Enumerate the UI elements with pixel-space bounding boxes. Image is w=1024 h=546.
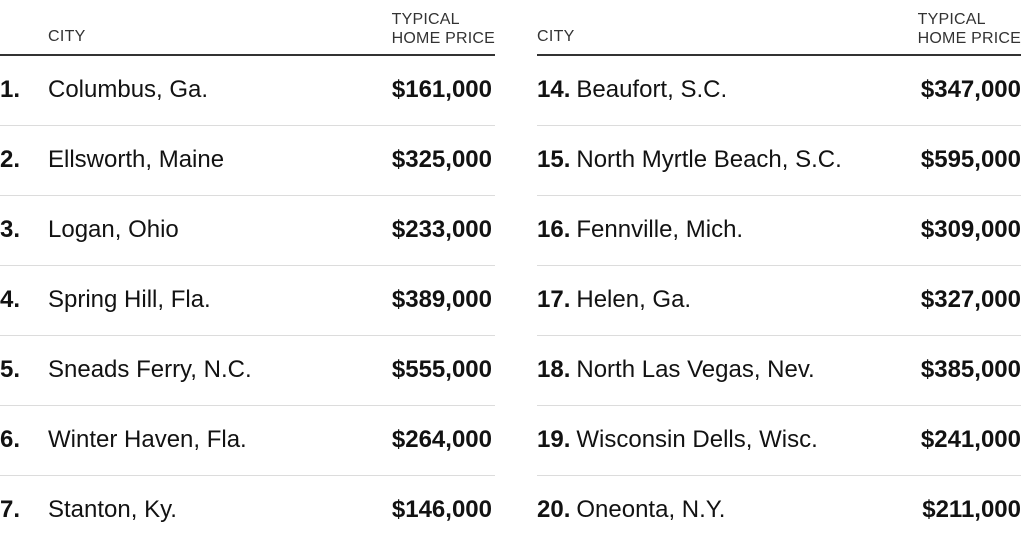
column-header-city: CITY xyxy=(48,28,86,45)
column-header-price-line2: HOME PRICE xyxy=(917,30,1021,47)
table-body: 14. Beaufort, S.C. $347,000 15. North Myrtle… xyxy=(537,56,1021,546)
city-name: Ellsworth, Maine xyxy=(48,146,225,173)
home-price: $325,000 xyxy=(391,146,492,173)
rank-and-city: 14. Beaufort, S.C. xyxy=(537,75,727,105)
rank-number: 2. xyxy=(0,146,21,173)
table-row: 18. North Las Vegas, Nev. $385,000 xyxy=(537,336,1021,406)
column-header-price-line2: HOME PRICE xyxy=(391,30,495,47)
home-price: $595,000 xyxy=(920,146,1021,173)
rank-number: 4. xyxy=(0,286,21,313)
rank-and-city: 16. Fennville, Mich. xyxy=(537,215,743,245)
column-header-price-line1: TYPICAL xyxy=(917,11,986,28)
city-name: Stanton, Ky. xyxy=(48,496,177,523)
table-body: 1. Columbus, Ga. $161,000 2. Ellsworth, Main… xyxy=(0,56,495,546)
city-name: Helen, Ga. xyxy=(576,286,692,313)
rank-number: 20. xyxy=(537,496,571,523)
home-price: $327,000 xyxy=(920,286,1021,313)
city-name: Beaufort, S.C. xyxy=(576,76,728,103)
city-name: Logan, Ohio xyxy=(48,216,179,243)
rank-number: 1. xyxy=(0,76,21,103)
rank-number: 6. xyxy=(0,426,21,453)
home-price: $211,000 xyxy=(922,496,1021,523)
rank-and-city: 15. North Myrtle Beach, S.C. xyxy=(537,145,842,175)
rank-number: 16. xyxy=(537,216,571,243)
city-name: North Myrtle Beach, S.C. xyxy=(576,146,842,173)
table-right: CITY TYPICAL HOME PRICE 14. Beaufort, S.C… xyxy=(537,0,1021,546)
rank-number: 17. xyxy=(537,286,571,313)
home-price: $146,000 xyxy=(391,496,492,523)
home-price: $309,000 xyxy=(920,216,1021,243)
rank-number: 18. xyxy=(537,356,571,383)
table-row: 6. Winter Haven, Fla. $264,000 xyxy=(0,406,495,476)
table-row: 4. Spring Hill, Fla. $389,000 xyxy=(0,266,495,336)
home-price: $347,000 xyxy=(920,76,1021,103)
table-left: CITY TYPICAL HOME PRICE 1. Columbus, Ga. $… xyxy=(0,0,495,546)
rank-number: 14. xyxy=(537,76,571,103)
home-price: $241,000 xyxy=(920,426,1021,453)
rank-and-city: 17. Helen, Ga. xyxy=(537,285,691,315)
table-row: 5. Sneads Ferry, N.C. $555,000 xyxy=(0,336,495,406)
table-row: 20. Oneonta, N.Y. $211,000 xyxy=(537,476,1021,546)
city-name: Oneonta, N.Y. xyxy=(576,496,726,523)
rank-and-city: 18. North Las Vegas, Nev. xyxy=(537,355,815,385)
table-row: 7. Stanton, Ky. $146,000 xyxy=(0,476,495,546)
city-name: Winter Haven, Fla. xyxy=(48,426,247,453)
table-row: 2. Ellsworth, Maine $325,000 xyxy=(0,126,495,196)
home-price: $264,000 xyxy=(391,426,492,453)
home-price: $161,000 xyxy=(391,76,492,103)
table-header: CITY TYPICAL HOME PRICE xyxy=(0,0,495,56)
table-row: 19. Wisconsin Dells, Wisc. $241,000 xyxy=(537,406,1021,476)
table-row: 17. Helen, Ga. $327,000 xyxy=(537,266,1021,336)
column-header-price: TYPICAL HOME PRICE xyxy=(918,10,1021,48)
table-row: 15. North Myrtle Beach, S.C. $595,000 xyxy=(537,126,1021,196)
home-price: $233,000 xyxy=(391,216,492,243)
city-name: Columbus, Ga. xyxy=(48,76,209,103)
column-header-price-line1: TYPICAL xyxy=(391,11,460,28)
city-name: Wisconsin Dells, Wisc. xyxy=(576,426,818,453)
table-row: 3. Logan, Ohio $233,000 xyxy=(0,196,495,266)
rank-number: 5. xyxy=(0,356,21,383)
column-header-price: TYPICAL HOME PRICE xyxy=(392,10,495,48)
table-row: 1. Columbus, Ga. $161,000 xyxy=(0,56,495,126)
table-header: CITY TYPICAL HOME PRICE xyxy=(537,0,1021,56)
rank-number: 19. xyxy=(537,426,571,453)
home-price: $385,000 xyxy=(920,356,1021,383)
rank-and-city: 19. Wisconsin Dells, Wisc. xyxy=(537,425,818,455)
city-name: North Las Vegas, Nev. xyxy=(576,356,815,383)
city-name: Fennville, Mich. xyxy=(576,216,744,243)
rank-number: 3. xyxy=(0,216,21,243)
column-header-city: CITY xyxy=(537,28,575,45)
rank-number: 7. xyxy=(0,496,21,523)
city-name: Sneads Ferry, N.C. xyxy=(48,356,252,383)
city-name: Spring Hill, Fla. xyxy=(48,286,211,313)
table-row: 16. Fennville, Mich. $309,000 xyxy=(537,196,1021,266)
home-price: $389,000 xyxy=(391,286,492,313)
home-price: $555,000 xyxy=(391,356,492,383)
table-row: 14. Beaufort, S.C. $347,000 xyxy=(537,56,1021,126)
rank-and-city: 20. Oneonta, N.Y. xyxy=(537,495,725,525)
rank-number: 15. xyxy=(537,146,571,173)
